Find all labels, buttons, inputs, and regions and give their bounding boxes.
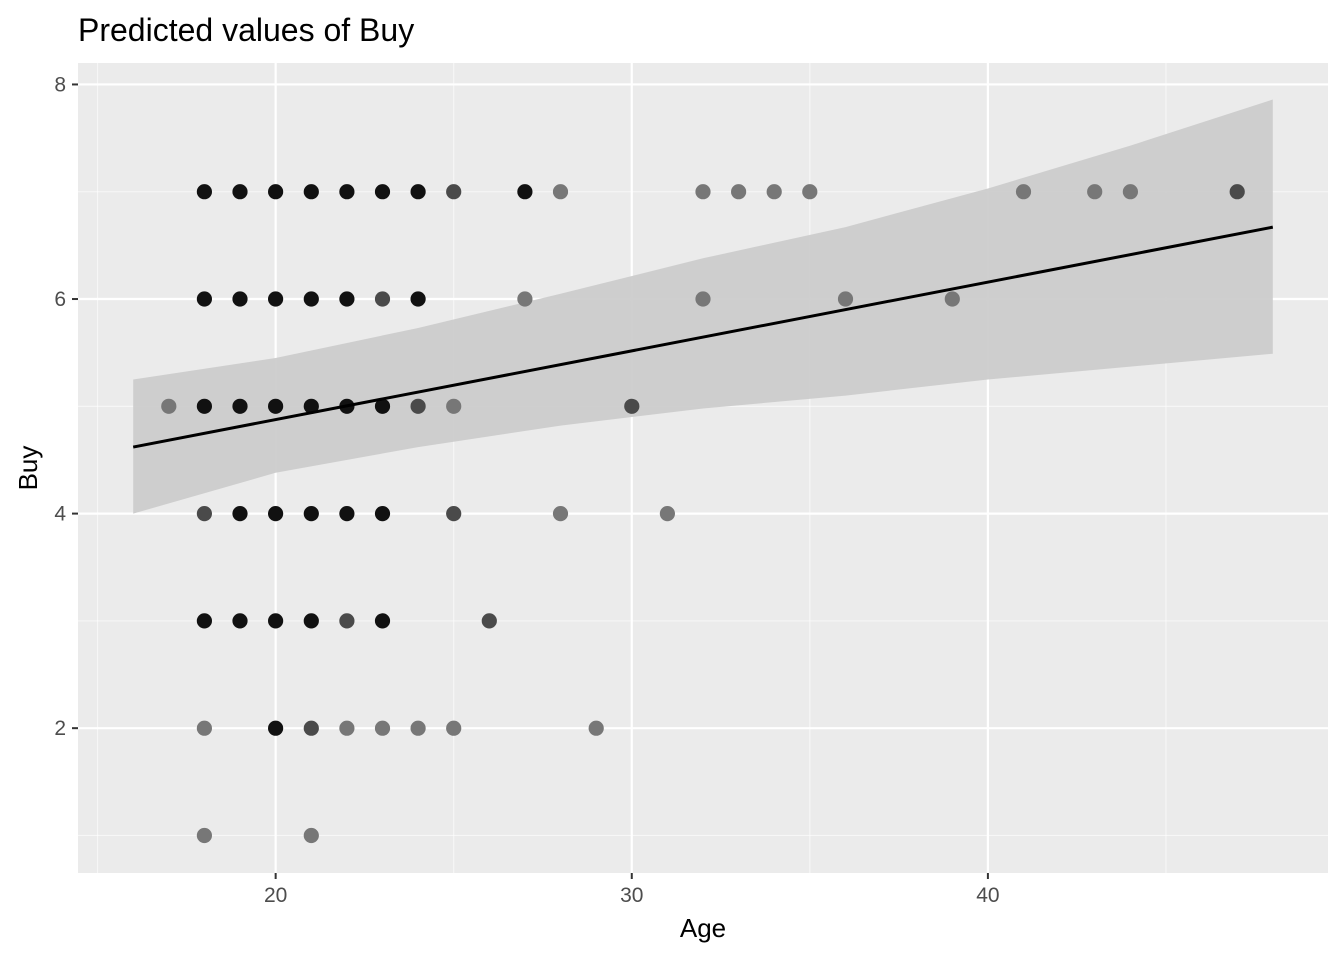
chart-title: Predicted values of Buy — [78, 12, 414, 48]
data-point — [944, 291, 960, 307]
data-point — [552, 505, 569, 522]
data-point — [374, 184, 391, 200]
data-point — [659, 505, 676, 522]
x-axis-title: Age — [680, 913, 726, 943]
y-axis: 2 4 6 8 — [54, 73, 78, 740]
data-point — [695, 291, 711, 307]
data-point — [303, 720, 319, 736]
x-axis: 20 30 40 — [264, 873, 1000, 907]
data-point — [339, 505, 355, 522]
data-point — [232, 184, 248, 200]
data-point — [517, 291, 533, 307]
y-tick-label: 4 — [54, 503, 66, 526]
data-point — [303, 505, 319, 522]
data-point — [232, 505, 248, 522]
data-point — [196, 613, 212, 629]
data-point — [232, 613, 248, 629]
data-point — [339, 291, 355, 307]
data-point — [161, 398, 177, 414]
data-point — [303, 613, 319, 629]
fit-line — [132, 225, 1274, 449]
data-point — [268, 291, 284, 307]
data-point — [695, 184, 711, 200]
points-layer — [161, 184, 1245, 844]
data-point — [624, 398, 640, 414]
data-point — [374, 505, 391, 522]
x-tick-label: 20 — [264, 884, 287, 907]
data-point — [410, 720, 426, 736]
data-point — [339, 720, 355, 736]
data-point — [232, 398, 248, 414]
data-point — [374, 720, 391, 736]
data-point — [268, 184, 284, 200]
data-point — [339, 613, 355, 629]
data-point — [196, 827, 212, 844]
data-point — [196, 720, 212, 736]
data-point — [268, 720, 284, 736]
data-point — [481, 613, 497, 629]
data-point — [196, 505, 212, 522]
data-point — [339, 184, 355, 200]
data-point — [1015, 184, 1032, 200]
data-point — [268, 398, 284, 414]
data-point — [1087, 184, 1103, 200]
data-point — [196, 184, 212, 200]
x-tick-label: 30 — [620, 884, 643, 907]
data-point — [446, 398, 462, 414]
data-point — [731, 184, 747, 200]
data-point — [410, 398, 426, 414]
y-tick-label: 2 — [54, 717, 66, 740]
data-point — [268, 505, 284, 522]
data-point — [303, 184, 319, 200]
data-point — [374, 398, 391, 414]
data-point — [446, 720, 462, 736]
data-point — [196, 291, 212, 307]
y-axis-title: Buy — [13, 446, 43, 491]
data-point — [374, 291, 391, 307]
data-point — [303, 827, 319, 844]
x-tick-label: 40 — [976, 884, 999, 907]
y-tick-label: 6 — [54, 288, 66, 311]
data-point — [268, 613, 284, 629]
data-point — [446, 505, 462, 522]
y-tick-label: 8 — [54, 73, 66, 96]
data-point — [303, 291, 319, 307]
data-point — [766, 184, 782, 200]
data-point — [517, 184, 533, 200]
data-point — [303, 398, 319, 414]
data-point — [232, 291, 248, 307]
data-point — [552, 184, 569, 200]
data-point — [588, 720, 604, 736]
fit-line-layer — [132, 225, 1274, 449]
data-point — [1122, 184, 1138, 200]
data-point — [374, 613, 391, 629]
data-point — [802, 184, 818, 200]
data-point — [446, 184, 462, 200]
data-point — [837, 291, 854, 307]
data-point — [196, 398, 212, 414]
data-point — [410, 291, 426, 307]
data-point — [1229, 184, 1245, 200]
data-point — [410, 184, 426, 200]
